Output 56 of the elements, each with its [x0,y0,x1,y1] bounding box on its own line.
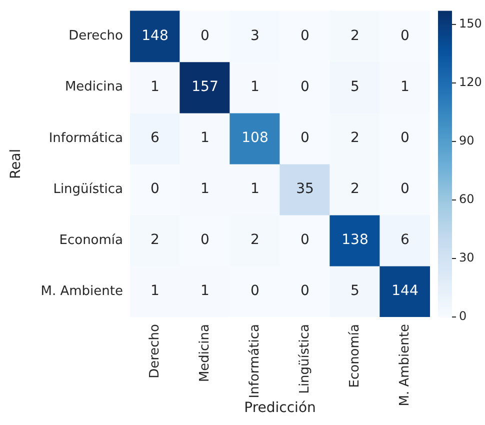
x-tick-label: Derecho [147,324,162,378]
data-label: 108 [242,130,268,146]
data-label: 0 [150,181,160,198]
x-axis-title: Predicción [244,400,316,416]
x-tick-label: M. Ambiente [397,324,412,406]
data-label: 1 [200,130,210,146]
data-label: 1 [250,181,260,198]
data-label: 2 [350,130,360,146]
data-label: 3 [250,28,260,44]
x-tick-label: Economía [347,324,362,388]
data-label: 1 [200,283,210,300]
data-label: 0 [400,130,410,146]
y-tick-label: Derecho [68,28,124,44]
data-label: 2 [250,232,260,248]
data-label: 6 [400,232,410,248]
data-label: 0 [300,130,310,146]
color-bar-label: 120 [459,75,482,90]
color-bar-label: 90 [459,134,474,148]
color-bar-label: 30 [459,250,474,265]
y-tick-label: M. Ambiente [40,284,123,299]
data-label: 1 [250,78,260,95]
data-label: 0 [300,28,310,44]
data-label: 0 [200,232,210,248]
data-label: 138 [342,232,368,248]
data-label: 5 [350,283,360,300]
data-label: 0 [300,283,310,300]
x-tick-label: Medicina [197,324,212,382]
data-label: 0 [400,181,410,198]
y-tick-label: Lingüística [53,182,123,197]
data-label: 35 [296,181,314,198]
data-label: 2 [150,232,160,248]
data-label: 1 [200,181,210,198]
data-label: 157 [192,78,218,95]
data-label: 0 [200,28,210,44]
y-tick-label: Informática [48,130,123,146]
data-label: 2 [350,181,360,198]
data-label: 0 [300,232,310,248]
data-label: 2 [350,28,360,44]
color-bar-label: 60 [459,192,474,206]
data-label: 148 [142,28,168,44]
data-label: 1 [400,78,410,95]
data-label: 6 [150,130,160,146]
data-label: 144 [392,283,418,300]
x-tick-label: Informática [247,324,262,398]
y-tick-label: Medicina [64,80,123,95]
color-bar-label: 150 [459,16,482,31]
data-label: 0 [400,28,410,44]
y-axis-title: Real [8,148,24,179]
data-label: 5 [350,78,360,95]
data-label: 1 [150,283,160,300]
data-label: 1 [150,78,160,95]
y-tick-label: Economía [59,232,123,248]
x-tick-label: Lingüística [297,324,312,394]
data-label: 0 [300,78,310,95]
color-bar-label: 0 [459,309,467,324]
data-label: 0 [250,283,260,300]
